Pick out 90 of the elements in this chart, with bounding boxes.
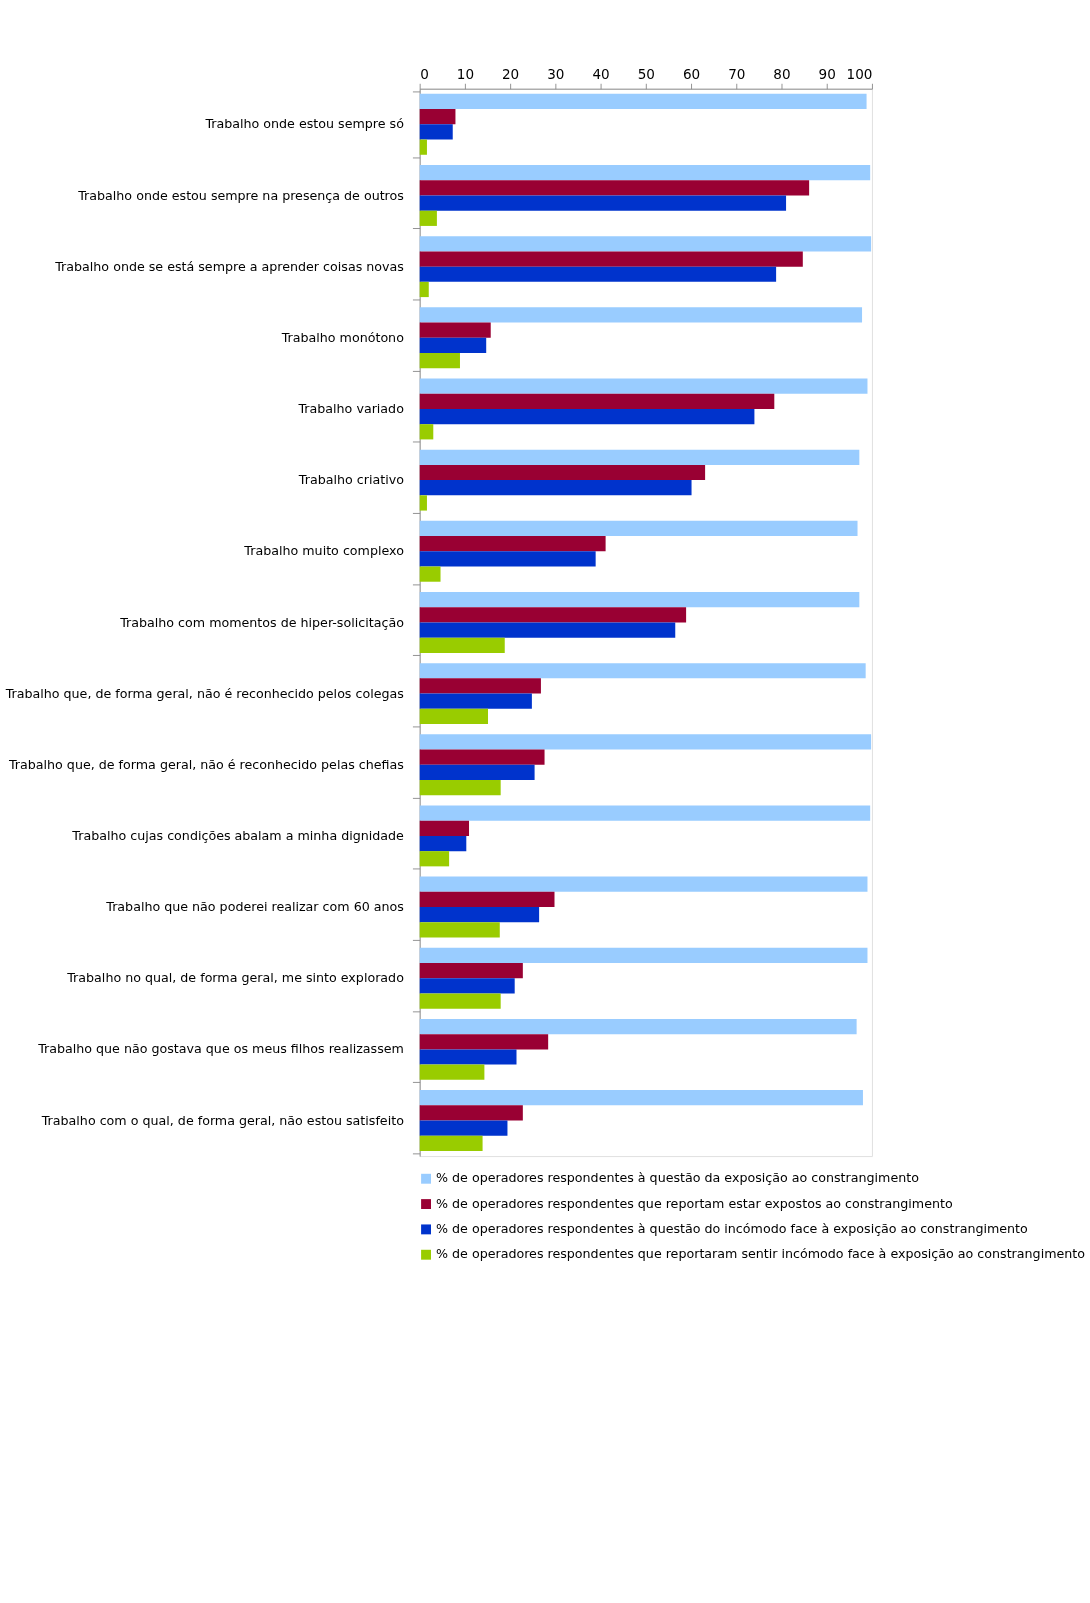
bar	[419, 978, 515, 994]
bar	[419, 266, 777, 282]
bar	[419, 708, 489, 725]
bar	[419, 93, 867, 110]
y-tick-label: Trabalho que, de forma geral, não é reconhecido pelas chefias	[7, 756, 404, 772]
bar	[419, 307, 863, 323]
bar	[419, 693, 532, 709]
bar	[419, 607, 687, 623]
bar	[419, 139, 427, 155]
bar	[419, 195, 787, 211]
bar	[419, 353, 460, 369]
legend-label: % de operadores respondentes que reportaram sentir incómodo face à exposição ao constrangimento	[436, 1246, 1086, 1262]
bar	[419, 124, 453, 140]
bar	[419, 851, 450, 867]
bar	[419, 1135, 483, 1151]
y-tick-label: Trabalho com momentos de hiper-solicitação	[119, 614, 405, 630]
bar	[419, 622, 676, 638]
y-tick-label: Trabalho variado	[297, 401, 405, 417]
bar	[419, 922, 500, 938]
bar	[419, 1064, 485, 1080]
bar	[419, 520, 858, 537]
bar	[419, 1034, 549, 1050]
bar	[419, 337, 487, 354]
y-tick-label: Trabalho criativo	[297, 472, 405, 488]
y-tick-label: Trabalho onde estou sempre só	[204, 116, 405, 132]
x-tick-label: 40	[592, 66, 610, 83]
bar	[419, 464, 706, 481]
x-tick-label: 50	[637, 66, 655, 83]
bar	[419, 393, 775, 409]
bar	[419, 1049, 517, 1065]
bar	[419, 734, 872, 750]
bar	[419, 251, 803, 267]
bar	[419, 566, 441, 582]
x-tick-label: 30	[547, 66, 565, 83]
bar	[419, 907, 540, 923]
x-tick-label: 0	[420, 66, 429, 83]
x-tick-label: 10	[456, 66, 475, 83]
bar	[419, 876, 868, 892]
y-tick-label: Trabalho muito complexo	[243, 543, 405, 559]
bar	[419, 180, 810, 196]
bar	[419, 165, 871, 181]
bar	[419, 749, 545, 765]
bar	[419, 1090, 863, 1106]
y-tick-label: Trabalho que não poderei realizar com 60 anos	[105, 899, 404, 915]
x-tick-label: 90	[818, 66, 836, 83]
y-tick-label: Trabalho que, de forma geral, não é reconhecido pelos colegas	[4, 685, 404, 701]
bar	[419, 210, 437, 226]
bar	[419, 678, 541, 694]
bar	[419, 236, 872, 252]
bar	[419, 449, 860, 465]
legend-label: % de operadores respondentes à questão da exposição ao constrangimento	[436, 1170, 920, 1186]
bar	[419, 805, 871, 821]
y-tick-label: Trabalho onde estou sempre na presença de outros	[77, 187, 404, 203]
legend-label: % de operadores respondentes que reportam estar expostos ao constrangimento	[436, 1195, 953, 1211]
bar	[419, 551, 596, 567]
y-tick-label: Trabalho onde se está sempre a aprender coisas novas	[54, 258, 404, 274]
legend-label: % de operadores respondentes à questão do incómodo face à exposição ao constrangimento	[436, 1221, 1029, 1237]
bar	[419, 480, 692, 496]
bar	[419, 947, 868, 964]
bar	[419, 1018, 857, 1035]
bar	[419, 109, 456, 125]
bar	[419, 663, 866, 679]
x-tick-label: 70	[728, 66, 746, 83]
bar	[419, 322, 491, 338]
y-tick-label: Trabalho monótono	[280, 329, 405, 345]
bar	[419, 993, 501, 1009]
bar	[419, 408, 755, 425]
bar	[419, 495, 427, 511]
bar	[419, 536, 606, 552]
bar	[419, 891, 555, 908]
y-tick-label: Trabalho que não gostava que os meus filhos realizassem	[37, 1041, 404, 1057]
x-tick-label: 80	[773, 66, 791, 83]
bar	[419, 835, 467, 852]
bar	[419, 591, 860, 608]
bar	[419, 1105, 523, 1121]
bar	[419, 764, 535, 780]
y-tick-label: Trabalho no qual, de forma geral, me sinto explorado	[66, 970, 405, 986]
bar	[419, 1120, 508, 1136]
x-tick-label: 20	[502, 66, 520, 83]
y-tick-label: Trabalho cujas condições abalam a minha dignidade	[71, 827, 405, 843]
x-tick-label: 60	[682, 66, 701, 83]
x-tick-label: 100	[846, 66, 873, 83]
bar	[419, 378, 868, 394]
bar	[419, 424, 434, 440]
bar	[419, 820, 470, 836]
bar	[419, 779, 501, 796]
bar	[419, 281, 429, 298]
bar	[419, 963, 523, 979]
y-tick-label: Trabalho com o qual, de forma geral, não estou satisfeito	[40, 1112, 405, 1128]
bar	[419, 637, 505, 653]
